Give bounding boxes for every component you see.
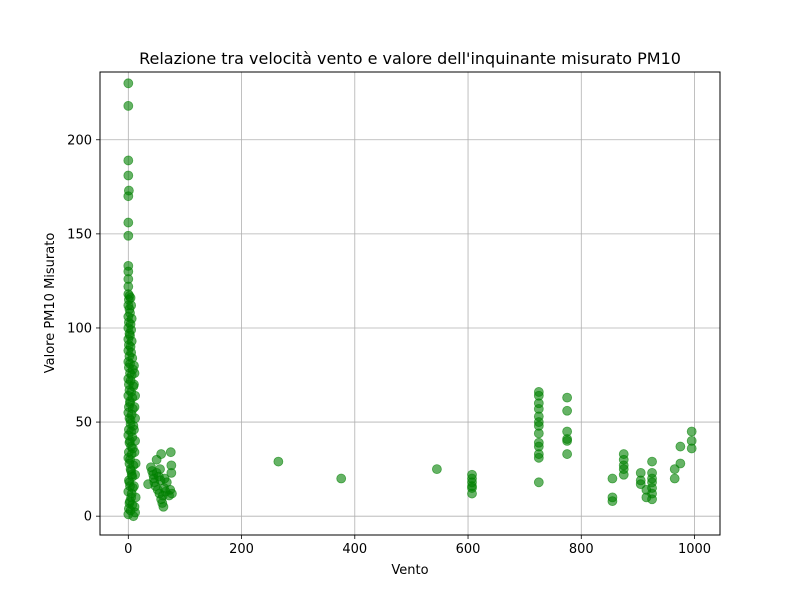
- data-point: [123, 191, 134, 202]
- data-point: [431, 464, 442, 475]
- data-point: [130, 469, 141, 480]
- axis-ticks: 0 200 400 600 800 1000 0 50 100 150 200: [67, 133, 711, 557]
- y-tick-label: 0: [84, 510, 92, 525]
- y-tick-label: 150: [67, 227, 92, 242]
- data-point: [669, 473, 680, 484]
- y-axis-label: Valore PM10 Misurato: [43, 233, 58, 374]
- data-point: [123, 170, 134, 181]
- data-point: [129, 379, 139, 390]
- data-point: [647, 456, 657, 467]
- data-point: [562, 405, 573, 416]
- data-point: [686, 443, 697, 454]
- data-point: [123, 155, 134, 166]
- data-point: [165, 447, 176, 458]
- data-point: [130, 435, 141, 446]
- data-point: [607, 496, 618, 507]
- x-tick-label: 400: [342, 542, 367, 557]
- chart-title: Relazione tra velocità vento e valore de…: [139, 49, 681, 68]
- y-tick-label: 50: [75, 416, 92, 431]
- data-point: [562, 449, 573, 459]
- data-point: [123, 230, 134, 241]
- data-point: [467, 488, 477, 499]
- plot-frame: [99, 71, 721, 536]
- x-tick-label: 800: [569, 542, 594, 557]
- data-point: [130, 492, 141, 503]
- data-point: [130, 390, 141, 401]
- data-point: [155, 464, 165, 475]
- x-tick-label: 1000: [678, 542, 711, 557]
- data-point: [618, 469, 629, 480]
- data-point: [166, 460, 177, 471]
- data-point: [686, 426, 697, 437]
- data-point: [158, 501, 169, 512]
- data-point: [128, 511, 139, 522]
- data-points: [123, 78, 697, 522]
- data-point: [129, 481, 139, 491]
- x-tick-label: 200: [229, 542, 254, 557]
- x-tick-label: 0: [124, 542, 132, 557]
- data-point: [123, 100, 134, 111]
- data-point: [675, 441, 686, 452]
- data-point: [129, 402, 140, 412]
- x-axis-label: Vento: [391, 563, 428, 578]
- data-point: [647, 494, 657, 505]
- data-point: [533, 428, 544, 439]
- data-point: [130, 413, 141, 424]
- data-point: [123, 78, 134, 89]
- data-point: [123, 217, 134, 228]
- data-point: [533, 452, 544, 463]
- data-point: [336, 473, 347, 484]
- data-point: [129, 368, 140, 379]
- x-tick-label: 600: [456, 542, 481, 557]
- data-point: [167, 488, 177, 499]
- data-point: [130, 458, 141, 469]
- data-point: [607, 473, 618, 484]
- y-tick-label: 100: [67, 321, 92, 336]
- data-point: [562, 435, 573, 446]
- data-point: [533, 477, 544, 488]
- grid-lines: [100, 72, 720, 535]
- data-point: [675, 458, 686, 469]
- data-point: [124, 291, 135, 301]
- data-point: [156, 449, 167, 459]
- data-point: [562, 392, 573, 403]
- data-point: [129, 424, 139, 435]
- y-tick-label: 200: [67, 133, 92, 148]
- data-point: [273, 456, 284, 467]
- data-point: [129, 447, 140, 458]
